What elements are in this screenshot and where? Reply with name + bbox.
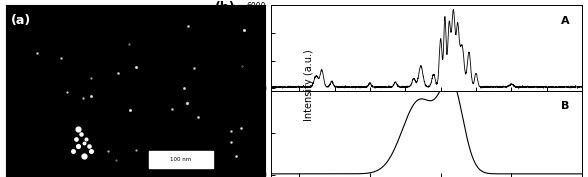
Text: (b): (b) — [215, 1, 236, 14]
Text: 100 nm: 100 nm — [171, 157, 192, 162]
Text: Intensity (a.u.): Intensity (a.u.) — [303, 49, 314, 121]
Text: B: B — [562, 101, 570, 112]
Text: (a): (a) — [11, 14, 31, 27]
Text: A: A — [561, 16, 570, 26]
Bar — [149, 151, 213, 169]
